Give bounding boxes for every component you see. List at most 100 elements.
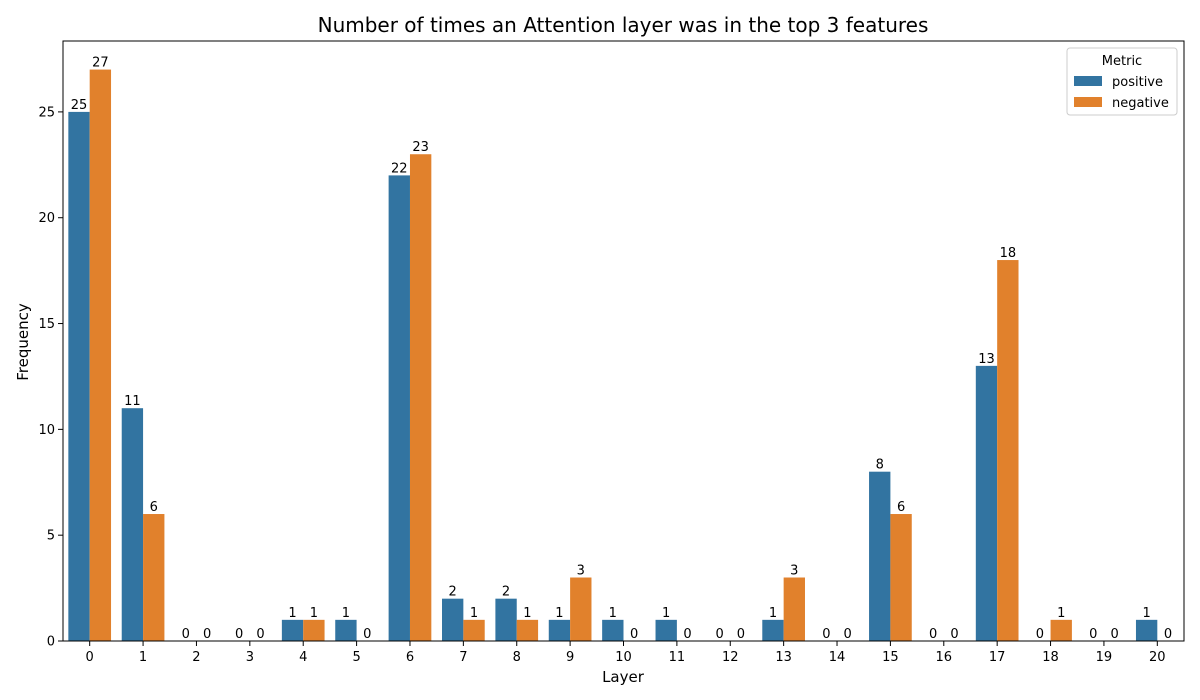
x-tick-label: 2: [192, 650, 200, 665]
x-tick-label: 20: [1149, 650, 1166, 665]
x-tick-label: 5: [352, 650, 360, 665]
data-label-positive-layer-5: 1: [342, 606, 350, 621]
bar-positive-layer-5: [335, 619, 357, 641]
bar-positive-layer-1: [121, 408, 144, 641]
data-label-positive-layer-9: 1: [555, 606, 563, 621]
data-label-negative-layer-11: 0: [683, 627, 691, 642]
data-label-negative-layer-13: 3: [790, 564, 798, 579]
x-tick-label: 19: [1096, 650, 1113, 665]
data-label-positive-layer-12: 0: [715, 627, 723, 642]
data-label-negative-layer-6: 23: [412, 140, 429, 155]
x-tick-label: 0: [86, 650, 94, 665]
data-label-positive-layer-16: 0: [929, 627, 937, 642]
bar-negative-layer-17: [997, 260, 1019, 641]
x-tick-label: 18: [1042, 650, 1059, 665]
data-label-negative-layer-18: 1: [1057, 606, 1065, 621]
data-label-negative-layer-1: 6: [150, 500, 158, 515]
y-tick-label: 10: [38, 423, 55, 438]
data-label-negative-layer-2: 0: [203, 627, 211, 642]
y-tick-label: 0: [47, 635, 55, 650]
y-tick-label: 25: [38, 105, 55, 120]
bar-positive-layer-11: [655, 619, 677, 641]
data-label-positive-layer-2: 0: [182, 627, 190, 642]
bar-negative-layer-6: [409, 154, 432, 642]
legend-items: positive negative: [1074, 75, 1169, 111]
x-tick-label: 3: [246, 650, 254, 665]
bar-negative-layer-1: [143, 514, 165, 641]
bar-positive-layer-13: [762, 619, 784, 641]
data-label-negative-layer-20: 0: [1164, 627, 1172, 642]
legend-label-negative: negative: [1112, 96, 1169, 111]
bar-negative-layer-4: [303, 619, 325, 641]
data-label-negative-layer-9: 3: [577, 564, 585, 579]
data-label-negative-layer-16: 0: [950, 627, 958, 642]
x-tick-label: 8: [513, 650, 521, 665]
x-tick-label: 17: [989, 650, 1006, 665]
data-label-positive-layer-10: 1: [609, 606, 617, 621]
data-label-positive-layer-8: 2: [502, 585, 510, 600]
legend-swatch-positive: [1074, 76, 1102, 86]
data-label-negative-layer-17: 18: [1000, 246, 1017, 261]
data-label-negative-layer-4: 1: [310, 606, 318, 621]
data-label-positive-layer-6: 22: [391, 161, 408, 176]
bar-negative-layer-7: [463, 619, 485, 641]
x-tick-label: 14: [829, 650, 846, 665]
bar-positive-layer-0: [68, 111, 90, 641]
bar-positive-layer-7: [442, 598, 464, 641]
y-axis-label: Frequency: [14, 303, 32, 381]
bar-positive-layer-9: [548, 619, 571, 641]
bar-positive-layer-6: [388, 175, 410, 641]
x-tick-label: 1: [139, 650, 147, 665]
bar-negative-layer-18: [1050, 619, 1072, 641]
data-label-positive-layer-4: 1: [288, 606, 296, 621]
bar-positive-layer-8: [495, 598, 517, 641]
x-tick-label: 4: [299, 650, 307, 665]
bar-negative-layer-13: [783, 577, 805, 641]
data-label-positive-layer-14: 0: [822, 627, 830, 642]
legend: Metric positive negative: [1066, 47, 1178, 116]
bar-positive-layer-15: [869, 471, 891, 641]
bar-positive-layer-17: [975, 365, 998, 641]
x-tick-label: 13: [775, 650, 792, 665]
legend-swatch-negative: [1074, 97, 1102, 107]
data-label-positive-layer-7: 2: [449, 585, 457, 600]
legend-title: Metric: [1102, 54, 1142, 69]
y-tick-label: 15: [38, 317, 55, 332]
x-axis-label: Layer: [602, 668, 645, 686]
bar-positive-layer-20: [1135, 619, 1158, 641]
data-label-negative-layer-7: 1: [470, 606, 478, 621]
data-label-negative-layer-10: 0: [630, 627, 638, 642]
data-label-positive-layer-13: 1: [769, 606, 777, 621]
x-tick-label: 11: [669, 650, 686, 665]
data-label-negative-layer-15: 6: [897, 500, 905, 515]
y-tick-label: 20: [38, 211, 55, 226]
x-tick-label: 7: [459, 650, 467, 665]
data-label-positive-layer-19: 0: [1089, 627, 1097, 642]
data-label-negative-layer-0: 27: [92, 56, 109, 71]
x-tick-label: 16: [936, 650, 953, 665]
x-axis: 0 1 2 3 4 5 6 7 8 9 10 11 12 13 14 15 16 17 18 19 20: [86, 641, 1166, 665]
y-axis: 0 5 10 15 20 25: [38, 105, 63, 650]
bar-positive-layer-4: [281, 619, 304, 641]
data-label-positive-layer-0: 25: [71, 98, 88, 113]
bar-positive-layer-10: [602, 619, 624, 641]
bar-negative-layer-15: [890, 514, 912, 641]
legend-label-positive: positive: [1112, 75, 1163, 90]
x-tick-label: 9: [566, 650, 574, 665]
bar-negative-layer-8: [516, 619, 539, 641]
data-label-negative-layer-14: 0: [844, 627, 852, 642]
x-tick-label: 10: [615, 650, 632, 665]
data-label-positive-layer-17: 13: [978, 352, 995, 367]
data-label-positive-layer-18: 0: [1036, 627, 1044, 642]
data-label-positive-layer-3: 0: [235, 627, 243, 642]
chart-title: Number of times an Attention layer was i…: [318, 13, 929, 37]
x-tick-label: 15: [882, 650, 899, 665]
data-label-positive-layer-15: 8: [876, 458, 884, 473]
bar-negative-layer-0: [89, 69, 112, 641]
data-label-negative-layer-5: 0: [363, 627, 371, 642]
x-tick-label: 6: [406, 650, 414, 665]
data-label-negative-layer-3: 0: [256, 627, 264, 642]
data-label-negative-layer-19: 0: [1110, 627, 1118, 642]
